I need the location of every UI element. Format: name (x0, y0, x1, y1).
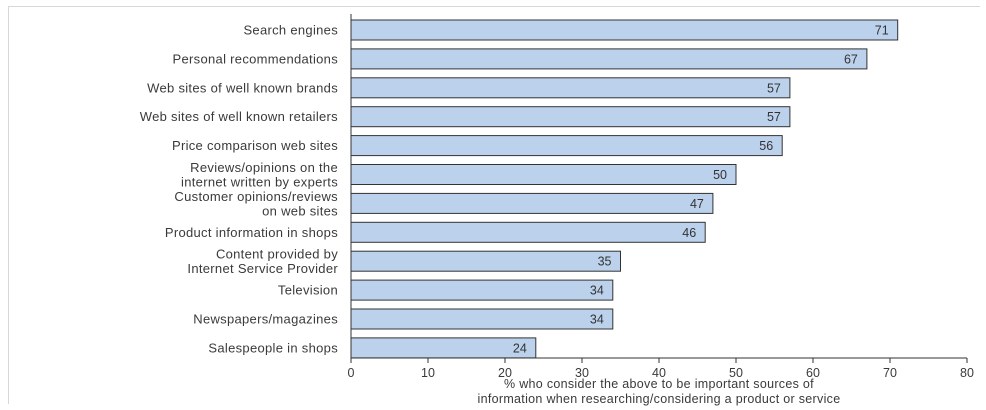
value-label-3: 57 (767, 110, 781, 124)
category-labels: Search engines Personal recommendations We… (140, 23, 339, 356)
category-label-2: Web sites of well known brands (147, 80, 338, 95)
bar-11 (350, 337, 537, 359)
value-label-10: 34 (590, 313, 604, 327)
category-label-7: Product information in shops (165, 225, 338, 240)
value-label-8: 35 (598, 255, 612, 269)
x-axis-label: % who consider the above to be important… (478, 377, 841, 406)
value-label-4: 56 (759, 139, 773, 153)
category-label-4: Price comparison web sites (172, 138, 338, 153)
x-axis: 0 10 20 30 40 50 60 70 80 (348, 14, 974, 380)
value-label-6: 47 (690, 197, 704, 211)
category-label-1: Personal recommendations (173, 51, 339, 66)
bar-6 (350, 192, 714, 214)
x-tick-label-4: 40 (652, 366, 666, 380)
category-label-8: Content provided by Internet Service Prov… (187, 247, 338, 277)
category-label-0: Search engines (243, 23, 338, 38)
x-tick-label-6: 60 (806, 366, 820, 380)
value-label-5: 50 (713, 168, 727, 182)
bar-4 (350, 135, 783, 157)
bar-9 (350, 279, 614, 301)
value-label-0: 71 (875, 24, 889, 38)
x-tick-label-7: 70 (883, 366, 897, 380)
value-label-2: 57 (767, 81, 781, 95)
bar-0 (350, 19, 899, 41)
value-label-7: 46 (682, 226, 696, 240)
category-label-6: Customer opinions/reviews on web sites (174, 189, 338, 219)
bar-5 (350, 164, 737, 185)
x-tick-label-1: 10 (421, 366, 435, 380)
category-label-9: Television (278, 283, 338, 298)
x-tick-label-0: 0 (348, 366, 355, 380)
x-tick-label-3: 30 (575, 366, 589, 380)
x-tick-label-5: 50 (729, 366, 743, 380)
chart-frame (8, 6, 980, 404)
bar-3 (350, 106, 791, 128)
category-label-5: Reviews/opinions on the internet written … (181, 160, 338, 190)
x-tick-label-8: 80 (960, 366, 974, 380)
value-label-1: 67 (844, 52, 858, 66)
value-label-9: 34 (590, 284, 604, 298)
bar-10 (350, 308, 614, 330)
bars-layer: 71 67 57 57 56 50 47 46 35 34 34 24 (350, 19, 899, 359)
category-label-11: Salespeople in shops (208, 340, 338, 355)
bar-7 (350, 221, 706, 243)
bar-1 (350, 48, 868, 70)
x-tick-label-2: 20 (498, 366, 512, 380)
category-label-10: Newspapers/magazines (193, 312, 338, 327)
value-label-11: 24 (513, 341, 527, 355)
bar-8 (350, 250, 621, 272)
bar-2 (350, 77, 791, 99)
category-label-3: Web sites of well known retailers (140, 109, 338, 124)
